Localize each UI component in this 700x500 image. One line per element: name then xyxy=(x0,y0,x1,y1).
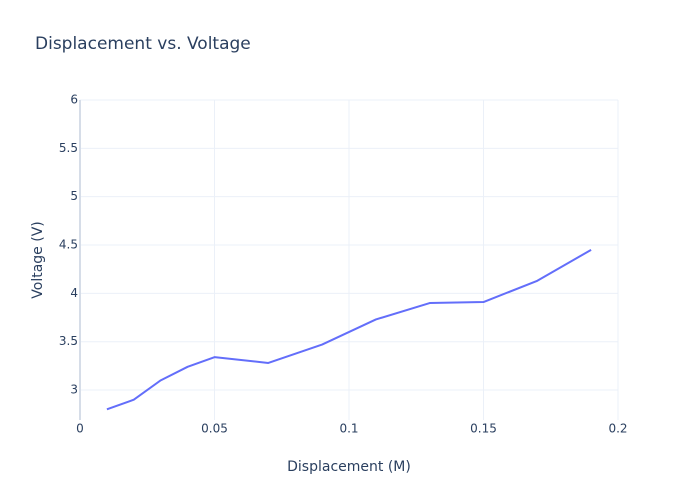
x-tick-label: 0 xyxy=(76,422,84,436)
y-tick-label: 5.5 xyxy=(59,141,78,155)
x-tick-label: 0.15 xyxy=(470,422,497,436)
y-tick-label: 5 xyxy=(70,189,78,203)
x-tick-label: 0.2 xyxy=(608,422,627,436)
y-tick-label: 6 xyxy=(70,93,78,107)
y-tick-label: 3.5 xyxy=(59,334,78,348)
chart-title: Displacement vs. Voltage xyxy=(35,34,251,54)
y-tick-label: 4 xyxy=(70,286,78,300)
y-tick-label: 4.5 xyxy=(59,238,78,252)
x-tick-label: 0.05 xyxy=(201,422,228,436)
y-axis-title: Voltage (V) xyxy=(30,221,46,298)
y-tick-label: 3 xyxy=(70,383,78,397)
x-tick-label: 0.1 xyxy=(339,422,358,436)
x-axis-title: Displacement (M) xyxy=(287,459,411,475)
line xyxy=(106,248,592,411)
